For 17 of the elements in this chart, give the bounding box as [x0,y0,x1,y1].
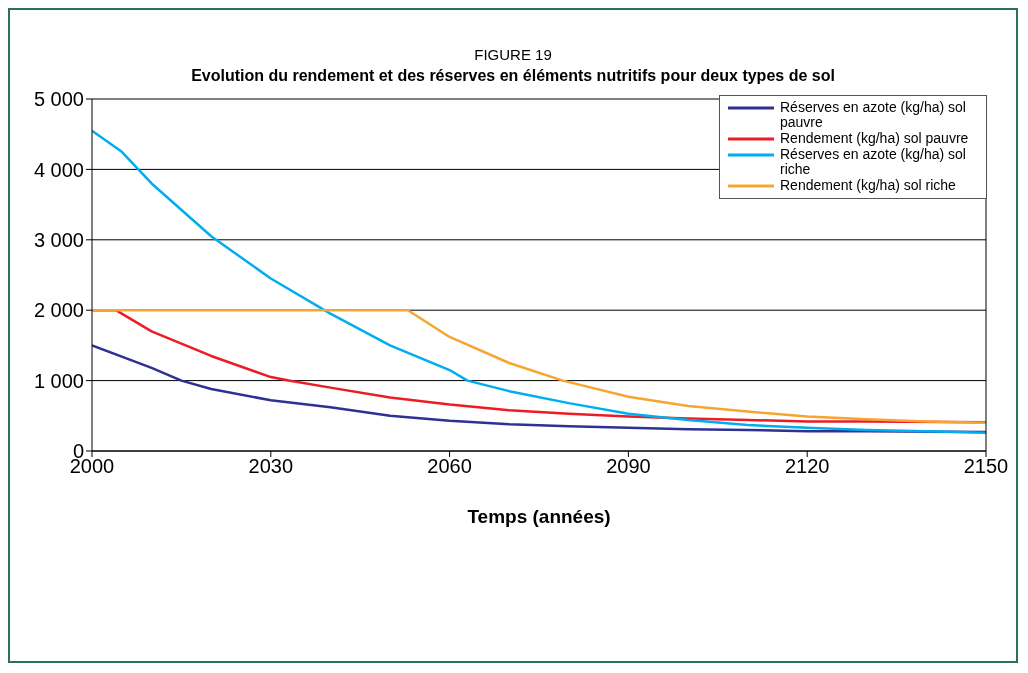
legend-label: Rendement (kg/ha) sol riche [780,177,957,193]
y-tick-label: 2 000 [33,299,84,322]
y-tick-label: 1 000 [33,369,84,392]
legend-label: Rendement (kg/ha) sol pauvre [780,130,970,146]
y-tick-label: 4 000 [33,158,84,181]
y-tick-label: 3 000 [33,228,84,251]
y-tick-label: 5 000 [33,88,84,111]
chart-subtitle: Evolution du rendement et des réserves en éléments nutritifs pour deux types de sol [190,67,836,85]
chart-title: FIGURE 19 [473,46,553,63]
x-tick-label: 2060 [427,455,472,478]
legend-label: Réserves en azote (kg/ha) sol riche [780,146,967,177]
x-tick-label: 2090 [606,455,651,478]
x-tick-label: 2030 [248,455,294,478]
x-tick-label: 2120 [784,455,830,478]
x-axis-title: Temps (années) [467,506,611,527]
x-tick-label: 2150 [963,455,1009,478]
legend-label: Réserves en azote (kg/ha) sol pauvre [780,99,967,130]
